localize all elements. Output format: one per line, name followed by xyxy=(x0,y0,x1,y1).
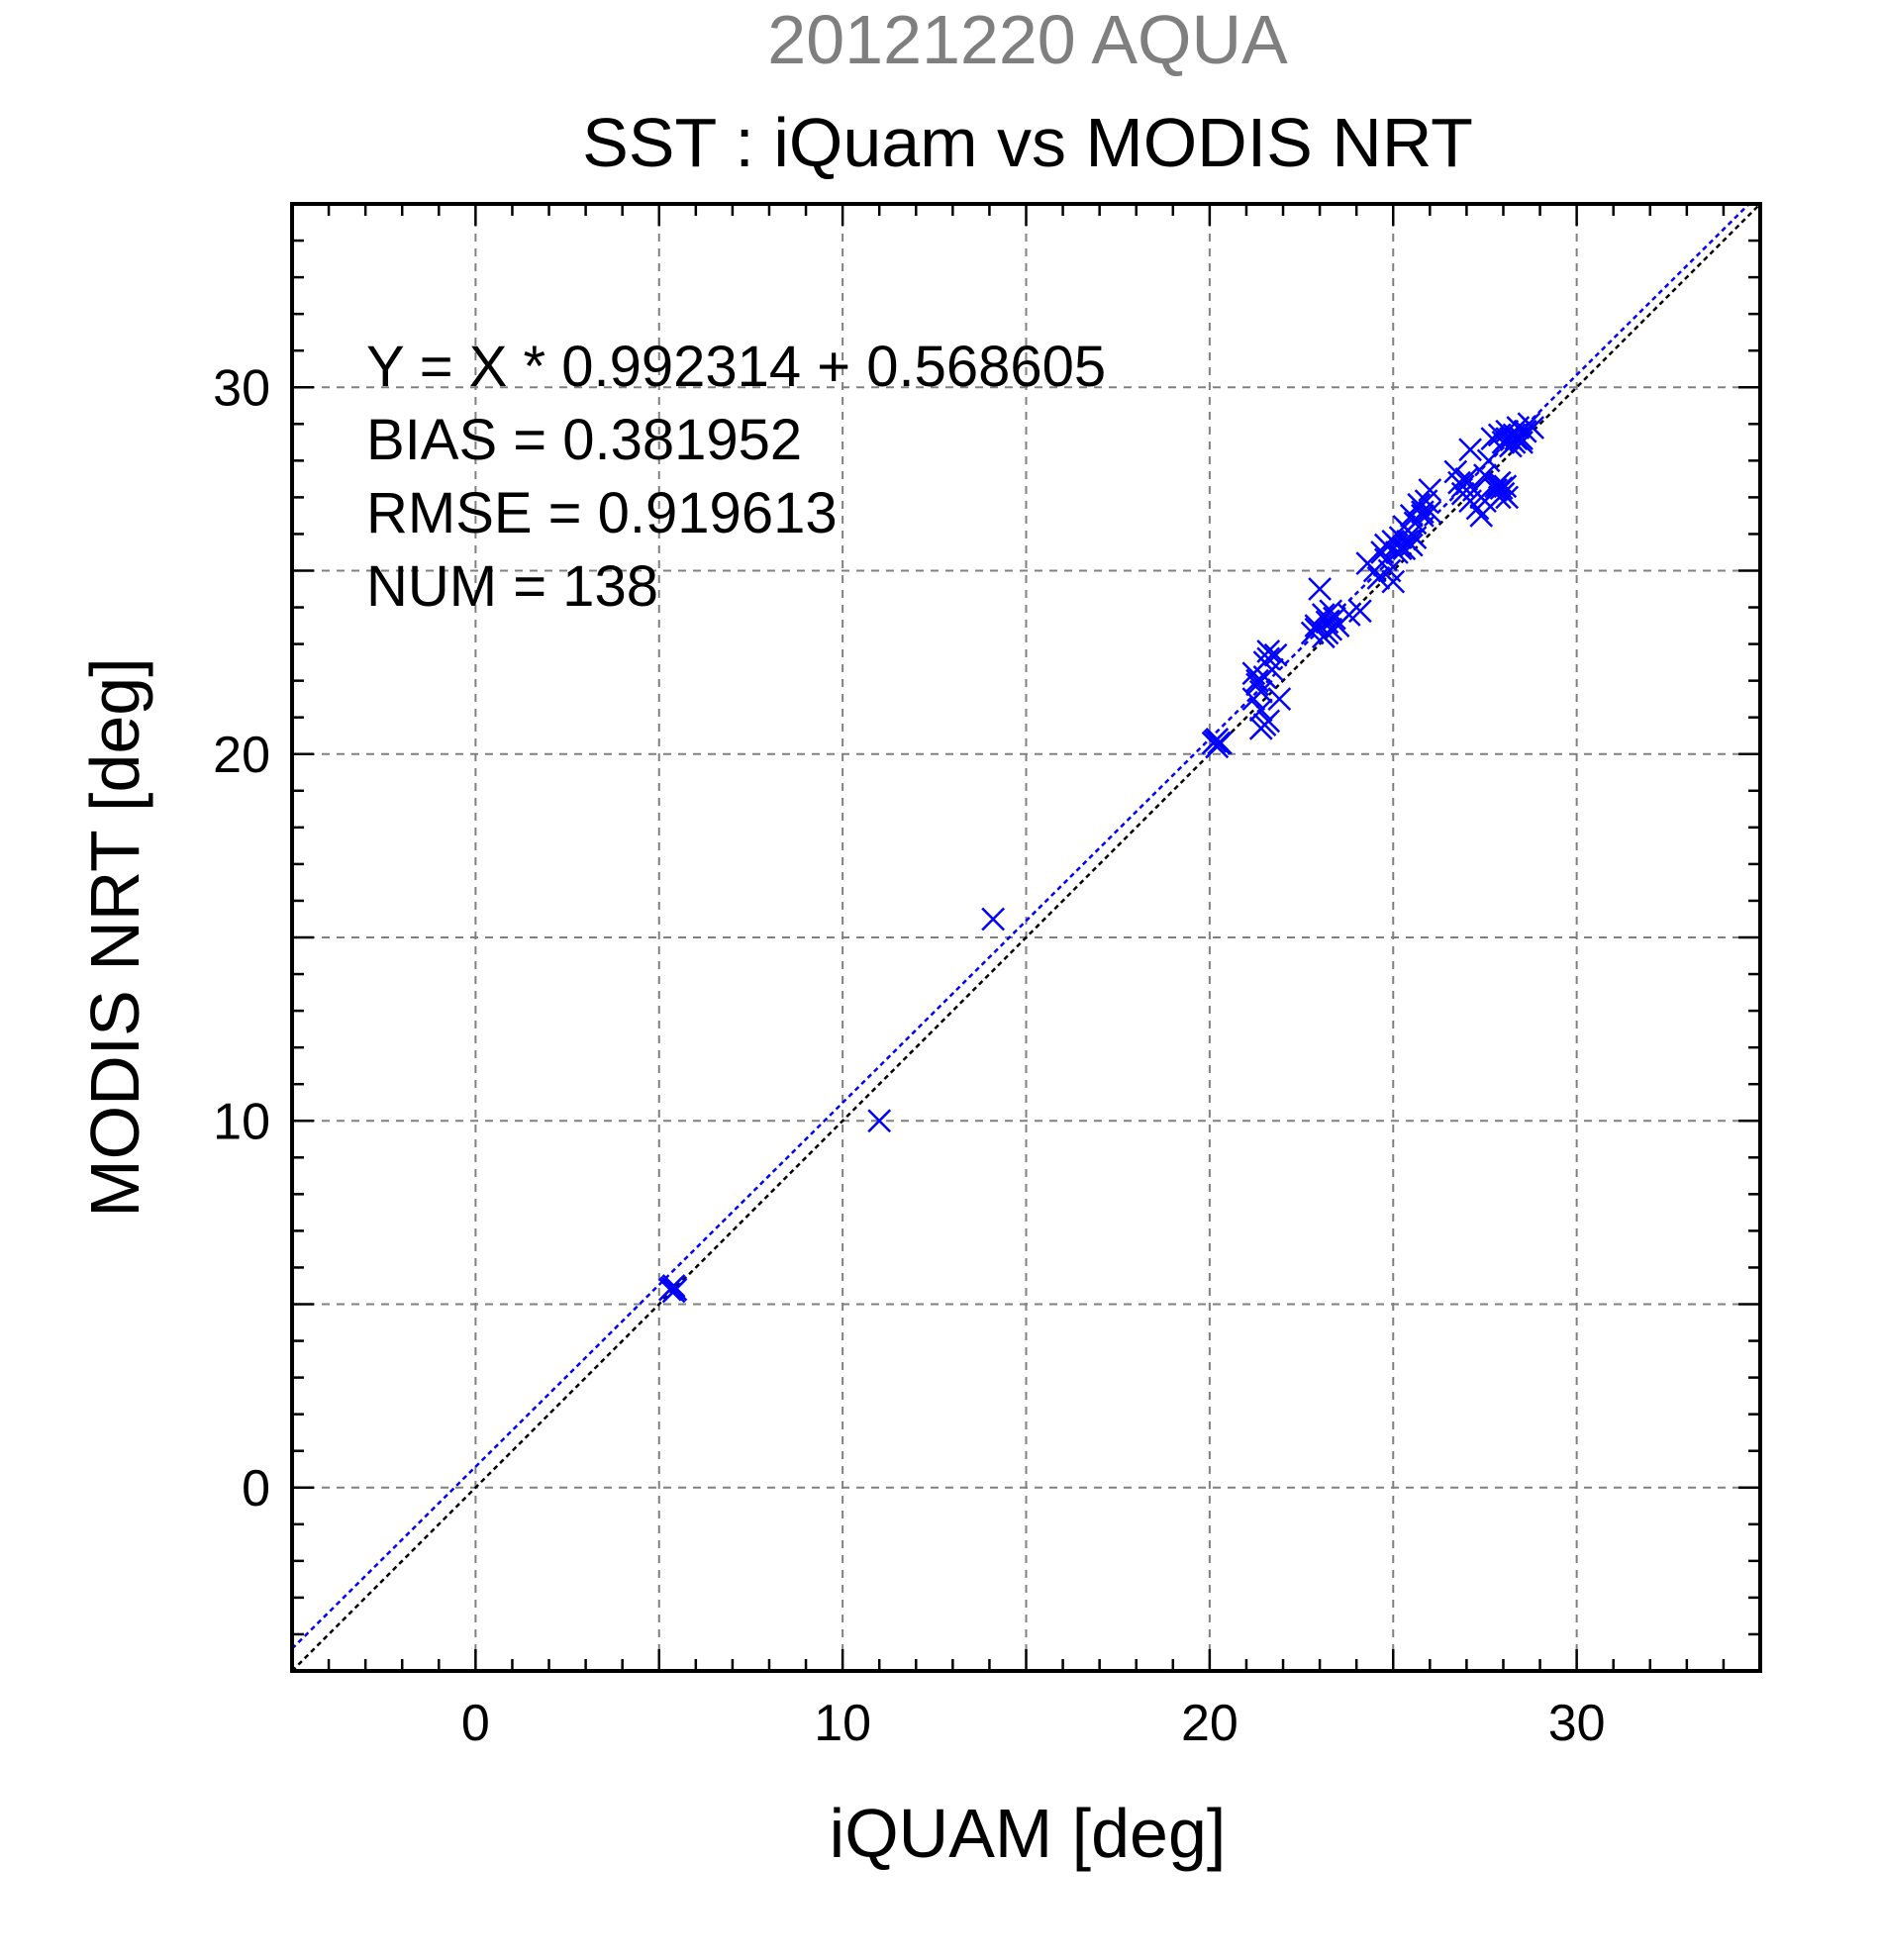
grid-lines xyxy=(292,204,1760,1671)
x-tick-label: 20 xyxy=(1181,1695,1238,1752)
data-point-marker xyxy=(1458,438,1482,462)
x-tick-label: 10 xyxy=(814,1695,871,1752)
data-point-marker xyxy=(1347,599,1372,624)
data-point-marker xyxy=(1469,504,1494,528)
y-tick-label: 0 xyxy=(242,1460,270,1518)
data-point-marker xyxy=(867,1109,892,1133)
data-point-marker xyxy=(1252,665,1277,689)
plot-frame xyxy=(290,202,1762,1673)
fit-statistic-line: NUM = 138 xyxy=(366,554,658,619)
chart-title: SST : iQuam vs MODIS NRT xyxy=(582,104,1473,181)
data-point-marker xyxy=(1366,566,1391,590)
data-point-marker xyxy=(659,1275,684,1300)
data-point-marker xyxy=(1205,735,1230,759)
data-point-marker xyxy=(1256,646,1281,671)
x-tick-label: 30 xyxy=(1548,1695,1606,1752)
y-tick-label: 10 xyxy=(213,1093,270,1150)
data-points xyxy=(657,412,1545,1304)
data-point-marker xyxy=(1493,474,1518,499)
data-point-marker xyxy=(1381,569,1406,594)
y-tick-label: 30 xyxy=(213,359,270,417)
data-point-marker xyxy=(1418,500,1442,525)
data-point-marker xyxy=(1248,698,1273,723)
data-point-marker xyxy=(1403,526,1428,550)
y-tick-label: 20 xyxy=(213,727,270,784)
data-point-marker xyxy=(1319,599,1343,624)
data-point-marker xyxy=(1521,416,1545,440)
data-point-marker xyxy=(1495,427,1520,451)
fit-statistic-line: RMSE = 0.919613 xyxy=(366,481,838,545)
data-point-marker xyxy=(1510,430,1534,454)
data-point-marker xyxy=(1411,504,1435,528)
x-tick-label: 0 xyxy=(461,1695,490,1752)
data-point-marker xyxy=(661,1279,686,1304)
fit-statistics: Y = X * 0.992314 + 0.568605 BIAS = 0.3819… xyxy=(366,335,1106,619)
data-point-marker xyxy=(1373,533,1398,557)
data-point-marker xyxy=(1454,466,1479,491)
fit-statistic-line: Y = X * 0.992314 + 0.568605 xyxy=(366,335,1106,399)
data-point-marker xyxy=(981,907,1006,931)
data-point-marker xyxy=(1489,476,1514,501)
data-point-marker xyxy=(1399,533,1424,557)
data-point-marker xyxy=(1418,478,1442,502)
fit-statistic-line: BIAS = 0.381952 xyxy=(366,408,802,472)
data-point-marker xyxy=(1473,489,1497,513)
data-point-marker xyxy=(1248,679,1273,704)
data-point-marker xyxy=(1323,606,1346,631)
x-axis-label: iQUAM [deg] xyxy=(830,1795,1227,1872)
data-point-marker xyxy=(1256,639,1281,663)
data-point-marker xyxy=(1315,621,1339,645)
data-point-marker xyxy=(1203,729,1228,753)
chart-subtitle: 20121220 AQUA xyxy=(767,1,1288,78)
tick-labels: 0 10 20 30 0 10 20 30 xyxy=(213,359,1605,1752)
data-point-marker xyxy=(1476,448,1501,473)
data-point-marker xyxy=(1308,577,1332,601)
data-point-marker xyxy=(1207,731,1232,755)
data-point-marker xyxy=(1504,427,1529,451)
data-point-marker xyxy=(1267,687,1292,712)
y-axis-label: MODIS NRT [deg] xyxy=(76,657,153,1217)
data-point-marker xyxy=(1263,642,1288,667)
data-point-marker xyxy=(1248,716,1273,740)
